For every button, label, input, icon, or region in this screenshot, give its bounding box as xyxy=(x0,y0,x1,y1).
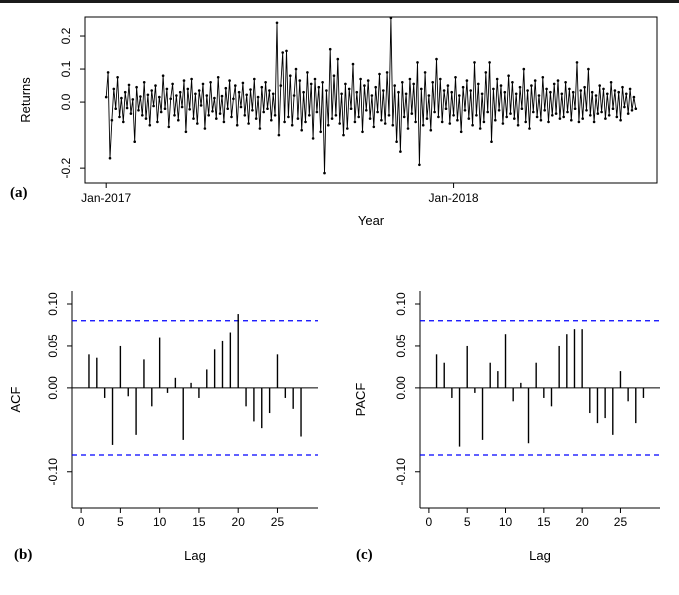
svg-text:5: 5 xyxy=(464,515,471,529)
svg-text:Year: Year xyxy=(358,213,385,228)
svg-text:25: 25 xyxy=(271,515,285,529)
svg-text:5: 5 xyxy=(117,515,124,529)
svg-text:-0.2: -0.2 xyxy=(59,157,73,178)
svg-text:0.1: 0.1 xyxy=(59,60,73,77)
svg-text:0.05: 0.05 xyxy=(46,334,60,358)
svg-text:20: 20 xyxy=(232,515,246,529)
svg-text:0.2: 0.2 xyxy=(59,27,73,44)
svg-text:20: 20 xyxy=(575,515,589,529)
svg-text:Returns: Returns xyxy=(18,77,33,123)
returns-time-series-chart: 0.2 0.1 0.0 -0.2 Jan-2017 Jan-2018 Returns Year xyxy=(18,16,658,228)
svg-text:Lag: Lag xyxy=(529,548,551,563)
svg-text:0.0: 0.0 xyxy=(59,93,73,110)
svg-text:0.10: 0.10 xyxy=(46,292,60,316)
svg-text:0: 0 xyxy=(426,515,433,529)
svg-text:-0.10: -0.10 xyxy=(394,458,408,486)
svg-text:-0.10: -0.10 xyxy=(46,458,60,486)
svg-text:15: 15 xyxy=(192,515,206,529)
panel-label-a: (a) xyxy=(10,185,28,201)
svg-text:PACF: PACF xyxy=(353,383,368,417)
panel-label-c: (c) xyxy=(356,547,373,563)
svg-text:Jan-2018: Jan-2018 xyxy=(429,191,479,205)
svg-text:0: 0 xyxy=(78,515,85,529)
svg-text:0.00: 0.00 xyxy=(394,376,408,400)
svg-text:ACF: ACF xyxy=(8,386,23,412)
svg-text:25: 25 xyxy=(614,515,628,529)
pacf-chart: 0 5 10 15 20 25 0.10 0.05 0.00 -0.10 PACF Lag xyxy=(353,291,660,563)
svg-text:0.05: 0.05 xyxy=(394,334,408,358)
svg-text:15: 15 xyxy=(537,515,551,529)
svg-text:Lag: Lag xyxy=(184,548,206,563)
svg-text:0.10: 0.10 xyxy=(394,292,408,316)
svg-text:10: 10 xyxy=(499,515,513,529)
panel-label-b: (b) xyxy=(14,547,33,563)
svg-text:0.00: 0.00 xyxy=(46,376,60,400)
acf-chart: 0 5 10 15 20 25 0.10 0.05 0.00 -0.10 ACF Lag xyxy=(8,291,318,563)
svg-text:Jan-2017: Jan-2017 xyxy=(81,191,131,205)
svg-text:10: 10 xyxy=(153,515,167,529)
